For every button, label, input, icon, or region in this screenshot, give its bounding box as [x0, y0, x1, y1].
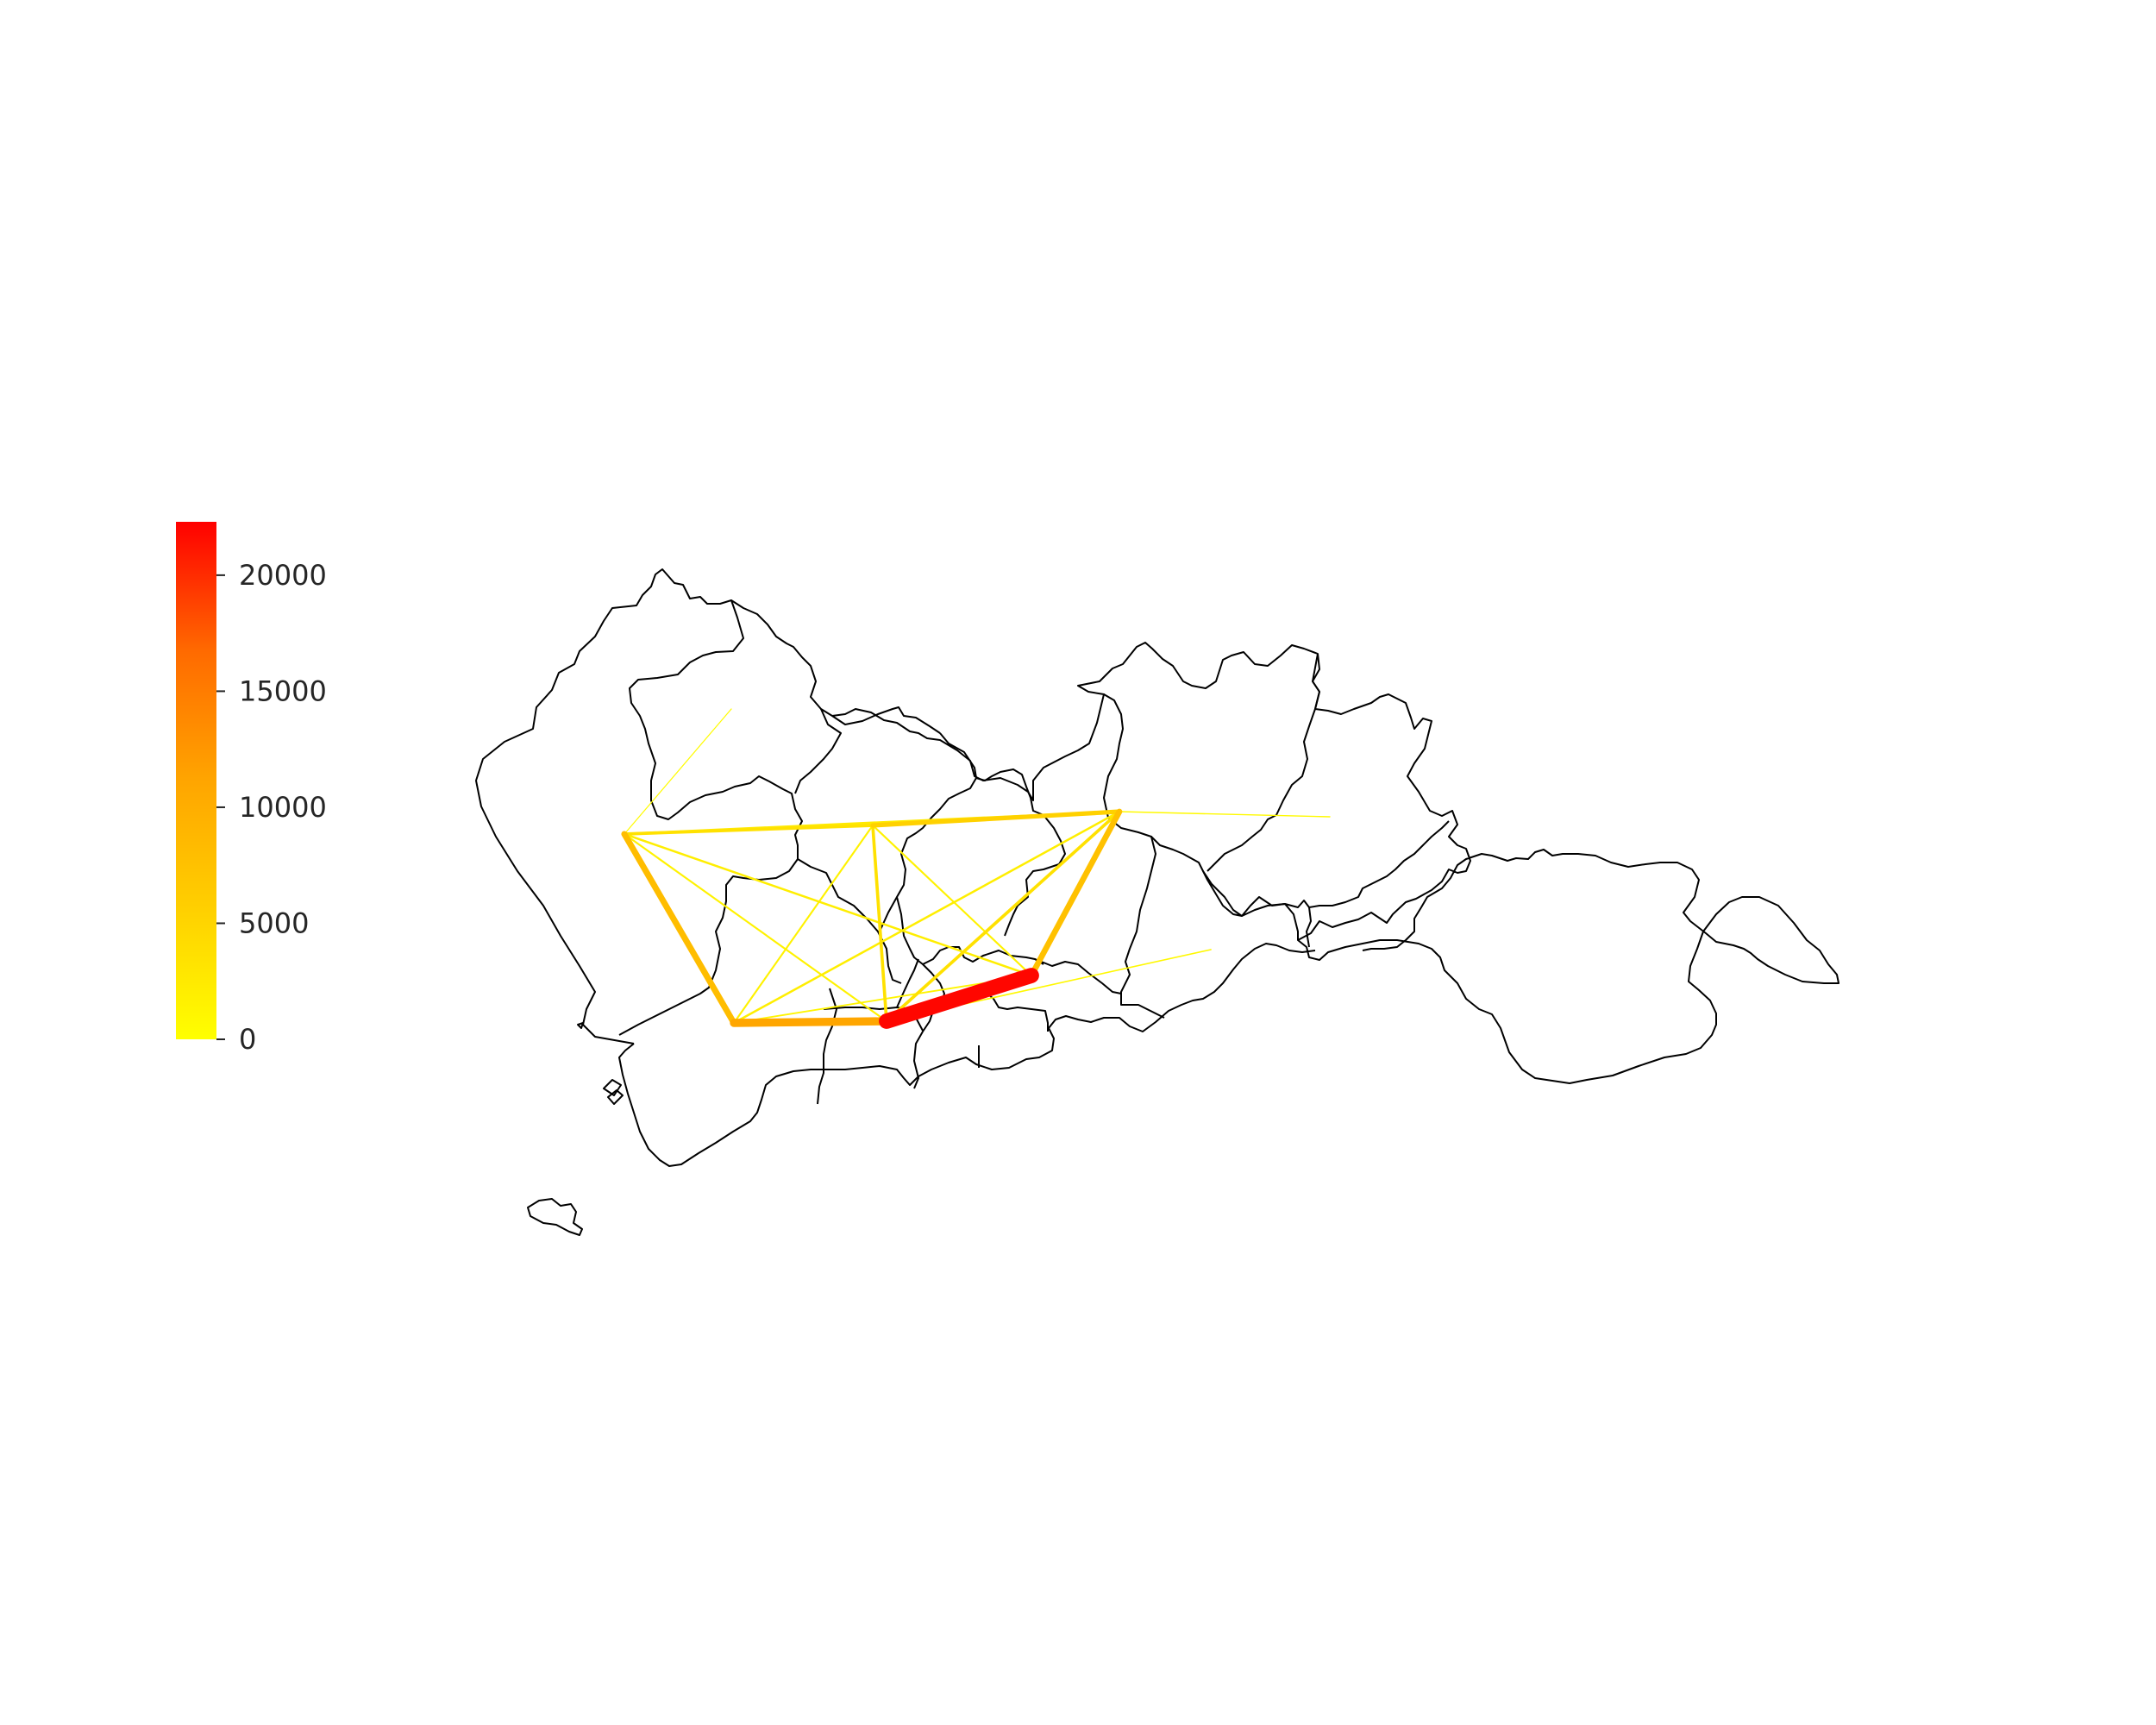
- district-boundary: [1103, 693, 1165, 1019]
- flow-line-C-D: [879, 968, 1039, 1029]
- flow-line-F-C: [871, 824, 888, 1023]
- flow-line-B-F: [732, 824, 874, 1025]
- island: [527, 1198, 583, 1236]
- district-boundary: [817, 988, 837, 1105]
- basemap: [475, 568, 1839, 1236]
- flow-line-E-H: [1119, 811, 1331, 818]
- flow-line-A-D: [623, 832, 1033, 977]
- colorbar: 0 5000 10000 15000 20000: [176, 522, 327, 1056]
- colorbar-tick-label: 20000: [239, 559, 327, 592]
- district-boundary: [1306, 906, 1312, 948]
- flow-line-B-C: [730, 1017, 891, 1027]
- flow-lines: [621, 708, 1331, 1029]
- district-boundary: [1206, 653, 1320, 872]
- district-boundary: [1202, 820, 1450, 917]
- flow-line-F-E: [870, 809, 1122, 828]
- district-boundary: [913, 963, 945, 1089]
- district-boundary: [629, 599, 803, 859]
- district-boundary: [1150, 836, 1299, 940]
- colorbar-ticks: 0 5000 10000 15000 20000: [216, 559, 327, 1056]
- flow-line-A-I: [624, 708, 732, 835]
- island: [577, 1022, 584, 1029]
- flow-line-F-D: [871, 824, 1033, 977]
- colorbar-tick-label: 10000: [239, 791, 327, 824]
- flow-line-C-E: [885, 810, 1121, 1023]
- district-boundary: [975, 768, 1066, 937]
- island: [607, 1089, 624, 1105]
- district-boundary: [879, 896, 898, 932]
- colorbar-tick-label: 0: [239, 1023, 256, 1056]
- colorbar-gradient: [176, 522, 216, 1039]
- flow-line-B-E: [732, 810, 1121, 1025]
- district-boundary: [794, 708, 842, 794]
- district-boundary: [896, 958, 919, 1008]
- district-boundary: [797, 858, 902, 984]
- colorbar-tick-label: 15000: [239, 674, 327, 707]
- district-boundary: [831, 706, 1044, 965]
- flow-line-A-F: [623, 824, 874, 836]
- flow-line-D-E: [1028, 808, 1123, 979]
- flow-line-A-C: [623, 832, 888, 1023]
- island: [603, 1079, 622, 1096]
- flow-line-A-B: [621, 831, 737, 1026]
- colorbar-tick-label: 5000: [239, 906, 309, 939]
- land-outline: [475, 568, 1839, 1084]
- district-boundary: [1034, 958, 1122, 994]
- southern-coast: [618, 943, 1316, 1167]
